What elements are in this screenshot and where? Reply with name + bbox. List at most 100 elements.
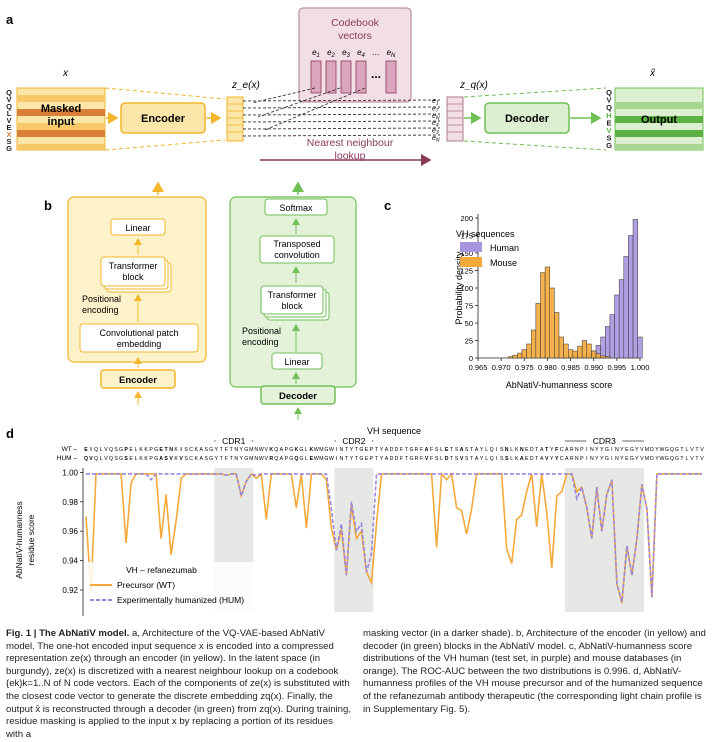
wt-residue: G — [209, 447, 213, 453]
wt-residue: D — [530, 447, 534, 453]
hum-residue: A — [280, 456, 284, 462]
linear-label-enc: Linear — [125, 223, 150, 233]
wt-residue: E — [365, 447, 369, 453]
wt-residue: V — [265, 447, 269, 453]
hum-residue: L — [100, 456, 103, 462]
hum-residue: S — [465, 456, 469, 462]
y-tick-label: 100 — [460, 284, 473, 293]
wt-residue: F — [555, 447, 558, 453]
hum-residue: S — [164, 456, 168, 462]
hum-residue: I — [611, 456, 612, 462]
input-letter: G — [6, 144, 12, 153]
hum-residue: Y — [655, 456, 659, 462]
input-letter: S — [6, 137, 11, 146]
hum-residue: A — [475, 456, 479, 462]
legend-label-d: Precursor (WT) — [117, 580, 175, 590]
input-letter: L — [7, 109, 12, 118]
hist-bar-human — [618, 279, 625, 359]
wt-residue: T — [450, 447, 454, 453]
zq-entry: e7 — [432, 105, 439, 114]
hum-residue: A — [520, 456, 524, 462]
hum-residue: G — [359, 456, 363, 462]
svg-text:block: block — [281, 301, 303, 311]
hum-residue: G — [630, 456, 634, 462]
hum-residue: L — [135, 456, 138, 462]
wt-residue: N — [520, 447, 524, 453]
hum-residue: D — [530, 456, 534, 462]
hum-residue: S — [505, 456, 509, 462]
codebook-entry-label: … — [372, 48, 380, 57]
hum-residue: R — [269, 456, 273, 462]
nn-label-2: lookup — [335, 150, 366, 162]
hum-residue: V — [690, 456, 694, 462]
hist-bar-mouse — [581, 340, 588, 359]
codebook-entry-label: e4 — [357, 48, 365, 59]
x-tick-label: 0.980 — [538, 363, 557, 372]
hist-bar-mouse — [558, 336, 564, 359]
hum-residue: E — [129, 456, 133, 462]
hist-bar-mouse — [605, 356, 611, 359]
hum-residue: T — [450, 456, 454, 462]
wt-residue: V — [690, 447, 694, 453]
codebook-vector — [385, 60, 397, 94]
hum-residue: R — [570, 456, 574, 462]
hum-residue: S — [204, 456, 208, 462]
caption-col-2: masking vector (in a darker shade). b, A… — [363, 628, 706, 715]
wt-residue: A — [540, 447, 544, 453]
wt-residue: Y — [240, 447, 244, 453]
hum-residue: A — [159, 456, 163, 462]
legend-title: VH sequences — [456, 229, 515, 239]
ze-vector — [226, 96, 244, 142]
hum-residue: V — [179, 456, 183, 462]
hum-residue: T — [355, 456, 359, 462]
hum-residue: V — [640, 456, 644, 462]
hum-residue: S — [435, 456, 439, 462]
y-tick-label: 75 — [465, 302, 473, 311]
xhat-label: x̂ — [649, 67, 656, 79]
output-letter: H — [606, 111, 611, 120]
hum-residue: F — [225, 456, 228, 462]
y-tick-label: 50 — [465, 319, 473, 328]
legend-label: Mouse — [490, 258, 517, 268]
hist-bar-human — [609, 314, 615, 359]
hist-bar-mouse — [530, 329, 537, 359]
wt-residue: Y — [600, 447, 604, 453]
hum-residue: K — [174, 456, 178, 462]
wt-residue: L — [485, 447, 488, 453]
wt-residue: P — [580, 447, 584, 453]
hum-residue: I — [336, 456, 337, 462]
cdr-label: CDR1 — [222, 436, 245, 446]
wt-residue: T — [680, 447, 684, 453]
wt-residue: Y — [655, 447, 659, 453]
zq-entry: e1 — [432, 98, 439, 107]
wt-residue: A — [280, 447, 284, 453]
hum-residue: I — [586, 456, 587, 462]
legend-label: Human — [490, 243, 519, 253]
hum-residue: G — [324, 456, 328, 462]
hum-residue: T — [375, 456, 379, 462]
hum-residue: T — [345, 456, 349, 462]
hum-residue: A — [540, 456, 544, 462]
hum-residue: T — [680, 456, 684, 462]
hum-residue: K — [144, 456, 148, 462]
hum-residue: S — [124, 456, 128, 462]
output-letter: E — [606, 118, 611, 127]
zq-entry: e4 — [432, 120, 439, 129]
input-letter: Q — [6, 102, 12, 111]
hum-residue: Q — [109, 456, 113, 462]
hum-residue: G — [675, 456, 679, 462]
hum-residue: P — [149, 456, 153, 462]
wt-residue: T — [695, 447, 699, 453]
legend-box-d — [86, 562, 254, 612]
conv-patch-block — [79, 323, 199, 353]
hum-residue: Q — [94, 456, 98, 462]
hum-residue: V — [425, 456, 429, 462]
hum-residue: Q — [294, 456, 298, 462]
hum-residue: S — [500, 456, 504, 462]
hist-bar-human — [632, 219, 638, 359]
svg-text:convolution: convolution — [274, 250, 320, 260]
codebook-title-1: Codebook — [331, 17, 380, 29]
wt-residue: N — [505, 447, 509, 453]
hum-residue: Y — [240, 456, 244, 462]
